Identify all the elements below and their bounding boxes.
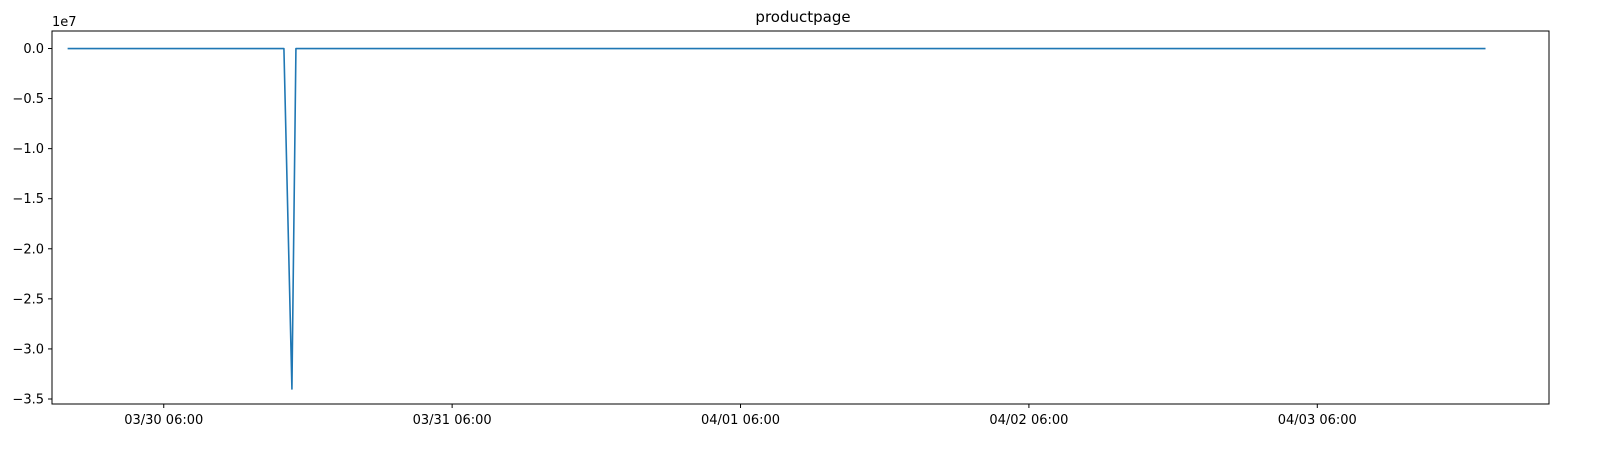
x-tick-label: 04/02 06:00 xyxy=(989,413,1068,428)
chart-title: productpage xyxy=(755,8,850,26)
x-tick-label: 03/31 06:00 xyxy=(413,413,492,428)
y-tick-label: 0.0 xyxy=(23,42,44,57)
y-offset-label: 1e7 xyxy=(52,15,77,30)
y-tick-label: −2.5 xyxy=(12,292,44,307)
series-line xyxy=(67,47,1486,390)
series-layer xyxy=(67,47,1486,390)
y-tick-label: −1.5 xyxy=(12,192,44,207)
y-tick-label: −3.5 xyxy=(12,392,44,407)
y-tick-label: −0.5 xyxy=(12,92,44,107)
x-tick-label: 03/30 06:00 xyxy=(124,413,203,428)
y-tick-label: −3.0 xyxy=(12,342,44,357)
y-tick-label: −1.0 xyxy=(12,142,44,157)
x-axis: 03/30 06:00 03/31 06:00 04/01 06:00 04/02 0… xyxy=(124,404,1357,428)
y-axis: 0.0 −0.5 −1.0 −1.5 −2.0 −2.5 −3.0 −3.5 xyxy=(12,42,52,407)
x-tick-label: 04/03 06:00 xyxy=(1278,413,1357,428)
y-tick-label: −2.0 xyxy=(12,242,44,257)
x-tick-label: 04/01 06:00 xyxy=(701,413,780,428)
plot-frame xyxy=(51,30,1550,405)
